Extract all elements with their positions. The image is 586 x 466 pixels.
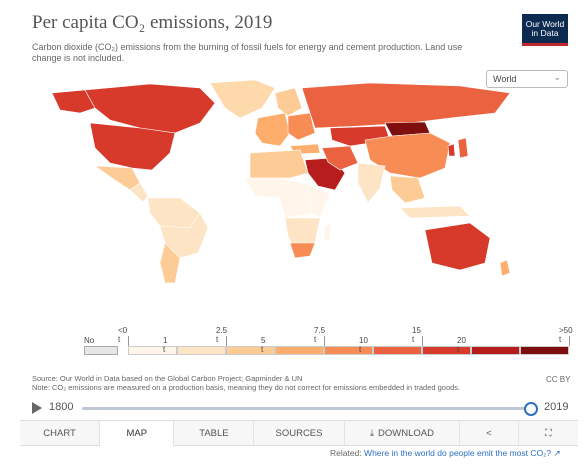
timeline-slider-track[interactable] [82, 407, 530, 410]
legend-bin [471, 346, 520, 355]
legend-tick-label: <0 t [118, 326, 128, 344]
license-link[interactable]: CC BY [546, 375, 571, 384]
map-region-north-africa [249, 149, 309, 179]
tab-sources[interactable]: SOURCES [254, 421, 345, 445]
legend-bin [177, 346, 226, 355]
related-prefix: Related: [330, 448, 362, 458]
tab-chart[interactable]: CHART [20, 421, 101, 445]
map-region-iran [321, 145, 359, 171]
legend-tick-line [422, 336, 423, 346]
map-region-scandinavia [274, 87, 303, 117]
chart-title: Per capita CO₂ emissions, 2019 [32, 12, 273, 33]
external-link-icon: ↗ [553, 448, 561, 458]
download-icon: ⤓ [369, 427, 375, 439]
map-region-russia [301, 82, 511, 129]
tab-bar: CHART MAP TABLE SOURCES ⤓ DOWNLOAD < ⛶ [20, 420, 578, 447]
legend-tick-line [324, 336, 325, 346]
legend-tick-line [569, 336, 570, 346]
map-region-madagascar [323, 223, 332, 241]
timeline: 1800 2019 [32, 399, 572, 417]
legend-tick-label: 10 t [359, 336, 368, 354]
tab-download-label: DOWNLOAD [378, 427, 434, 439]
legend-tick-label: 15 t [412, 326, 421, 344]
legend-bin [520, 346, 569, 355]
map-region-india [357, 162, 386, 204]
map-region-australia [424, 222, 491, 271]
map-region-japan [457, 137, 469, 159]
world-map[interactable] [40, 78, 540, 288]
map-region-usa [89, 122, 176, 171]
legend-bin [226, 346, 275, 355]
legend-tick-label: 5 t [261, 336, 266, 354]
region-dropdown-value: World [493, 74, 517, 84]
map-region-canada [84, 83, 216, 134]
legend-tick-line [128, 336, 129, 346]
legend-tick-label: 20 t [457, 336, 466, 354]
legend-tick-label: 7.5 t [314, 326, 326, 344]
source-note: Source: Our World in Data based on the G… [32, 374, 532, 392]
legend-bin [324, 346, 373, 355]
timeline-start-year[interactable]: 1800 [49, 401, 74, 413]
timeline-end-year[interactable]: 2019 [544, 401, 569, 413]
map-region-indonesia [399, 205, 471, 219]
map-region-south-america-north [147, 197, 201, 229]
map-region-china [364, 132, 451, 179]
tab-table[interactable]: TABLE [174, 421, 255, 445]
chart-subtitle: Carbon dioxide (CO₂) emissions from the … [32, 42, 463, 63]
chevron-down-icon: ⌄ [553, 72, 561, 82]
legend-no-data-swatch [84, 346, 118, 355]
map-region-argentina [159, 242, 181, 284]
map-region-southeast-asia [389, 175, 426, 204]
related-link-row: Related: Where in the world do people em… [330, 448, 561, 459]
legend-bin [128, 346, 177, 355]
share-icon: < [486, 427, 492, 439]
note-line: Note: CO₂ emissions are measured on a pr… [32, 382, 461, 392]
tab-download[interactable]: ⤓ DOWNLOAD [345, 421, 461, 445]
map-region-eastern-europe [287, 112, 316, 141]
play-icon[interactable] [32, 402, 42, 414]
map-region-west-africa [244, 177, 286, 199]
legend-bin [373, 346, 422, 355]
map-region-central-africa [279, 177, 316, 219]
legend-tick-label: >50 t [559, 326, 573, 344]
legend-bin [422, 346, 471, 355]
map-region-mexico [93, 165, 141, 191]
map-region-korea [447, 143, 456, 157]
owid-logo[interactable]: Our World in Data [522, 14, 568, 46]
legend-bin [275, 346, 324, 355]
legend-tick-line [226, 336, 227, 346]
legend-tick-label: 1 t [163, 336, 168, 354]
map-region-south-africa [289, 242, 316, 259]
map-region-western-europe [254, 112, 291, 147]
tab-map[interactable]: MAP [100, 421, 175, 447]
related-article-link[interactable]: Where in the world do people emit the mo… [364, 448, 552, 458]
map-region-central-america [129, 182, 149, 203]
map-region-alaska [51, 89, 96, 114]
share-button[interactable]: < [460, 421, 519, 445]
map-region-greenland [209, 79, 276, 119]
fullscreen-button[interactable]: ⛶ [519, 421, 578, 445]
source-line: Source: Our World in Data based on the G… [32, 374, 303, 383]
timeline-slider-handle[interactable] [524, 402, 538, 416]
logo-line-2: in Data [531, 28, 559, 38]
region-dropdown[interactable]: World ⌄ [486, 70, 568, 88]
expand-icon: ⛶ [544, 427, 552, 439]
logo-line-1: Our World [525, 19, 565, 29]
map-region-new-zealand [499, 259, 511, 277]
legend-tick-label: 2.5 t [216, 326, 228, 344]
